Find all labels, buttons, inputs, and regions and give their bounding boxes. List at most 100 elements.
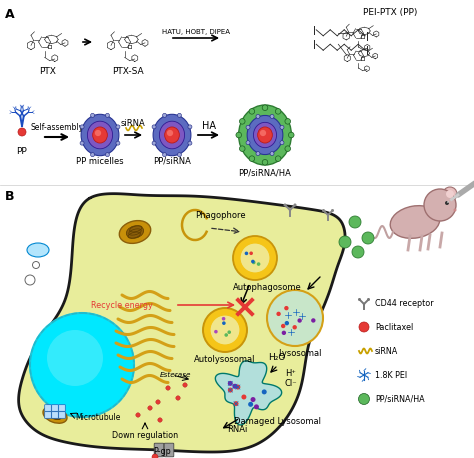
Ellipse shape [95,130,101,136]
Circle shape [241,394,246,399]
Circle shape [281,324,285,328]
Circle shape [246,125,250,129]
Circle shape [424,189,456,221]
Circle shape [262,389,267,394]
Circle shape [152,141,156,145]
Circle shape [116,141,120,145]
Ellipse shape [159,121,184,149]
Circle shape [262,105,268,110]
Circle shape [105,153,109,157]
Circle shape [91,113,95,117]
Circle shape [224,333,228,337]
Circle shape [262,159,268,165]
Circle shape [270,152,274,156]
Ellipse shape [43,407,67,423]
Text: P-gp: P-gp [153,447,171,457]
Text: PP/siRNA/HA: PP/siRNA/HA [375,394,425,403]
Text: siRNA: siRNA [120,119,146,127]
Circle shape [177,153,182,157]
Circle shape [136,413,140,417]
Text: PP/siRNA/HA: PP/siRNA/HA [238,169,292,178]
Text: H⁺: H⁺ [285,369,296,377]
Ellipse shape [167,130,173,136]
Circle shape [283,203,286,207]
Ellipse shape [260,130,266,136]
Circle shape [228,381,233,386]
Text: Self-assembly: Self-assembly [30,124,83,132]
Circle shape [163,153,166,157]
Text: siRNA: siRNA [375,347,398,355]
Text: Esterase: Esterase [160,372,191,378]
Text: Recycle energy: Recycle energy [91,300,153,310]
Circle shape [222,322,226,325]
Circle shape [177,113,182,117]
Circle shape [228,330,231,334]
FancyBboxPatch shape [45,412,51,418]
Circle shape [358,393,370,404]
Circle shape [30,313,134,417]
Circle shape [249,109,255,114]
Circle shape [80,141,84,145]
Text: HATU, HOBT, DIPEA: HATU, HOBT, DIPEA [162,29,230,35]
Circle shape [232,384,237,389]
Circle shape [280,125,284,129]
Circle shape [349,216,361,228]
Circle shape [251,397,255,402]
Text: PTX: PTX [39,67,56,76]
Circle shape [276,312,281,316]
Circle shape [311,318,316,322]
Circle shape [252,261,255,264]
Circle shape [285,119,291,124]
Text: Lysosomal: Lysosomal [278,349,322,359]
Circle shape [284,306,289,311]
Circle shape [246,141,250,145]
Ellipse shape [238,105,292,165]
Circle shape [280,141,284,145]
Circle shape [285,321,289,325]
Circle shape [222,317,225,321]
Text: Microtubule: Microtubule [75,414,120,422]
Circle shape [203,308,247,352]
Text: B: B [5,190,15,203]
Circle shape [285,146,291,152]
Text: PEI-PTX (PP): PEI-PTX (PP) [363,8,417,17]
Circle shape [249,251,253,255]
Circle shape [148,406,152,410]
Circle shape [322,209,325,212]
Circle shape [367,298,370,301]
Circle shape [443,187,457,201]
Circle shape [152,125,156,129]
Circle shape [163,113,166,117]
Circle shape [275,109,281,114]
Circle shape [188,125,192,129]
Circle shape [339,236,351,248]
FancyBboxPatch shape [52,405,58,411]
Text: RNAi: RNAi [227,425,247,435]
Circle shape [249,156,255,161]
Circle shape [228,387,233,393]
Text: PP micelles: PP micelles [76,157,124,165]
Circle shape [248,402,253,407]
Ellipse shape [390,206,440,238]
Circle shape [210,315,240,345]
Circle shape [293,203,297,207]
Circle shape [105,113,109,117]
Ellipse shape [87,121,113,149]
Circle shape [359,322,369,332]
FancyBboxPatch shape [59,412,65,418]
Circle shape [298,318,302,323]
Circle shape [358,298,361,301]
Text: Autolysosomal: Autolysosomal [194,354,256,364]
Text: A: A [5,8,15,21]
FancyBboxPatch shape [45,405,51,411]
Circle shape [236,132,242,138]
Text: PP/siRNA: PP/siRNA [153,157,191,165]
Circle shape [254,404,259,409]
Ellipse shape [247,115,283,154]
Text: 1.8K PEI: 1.8K PEI [375,371,407,380]
Text: Cl⁻: Cl⁻ [285,378,297,387]
Circle shape [267,290,323,346]
FancyBboxPatch shape [164,443,174,457]
Ellipse shape [254,122,276,147]
FancyBboxPatch shape [52,412,58,418]
